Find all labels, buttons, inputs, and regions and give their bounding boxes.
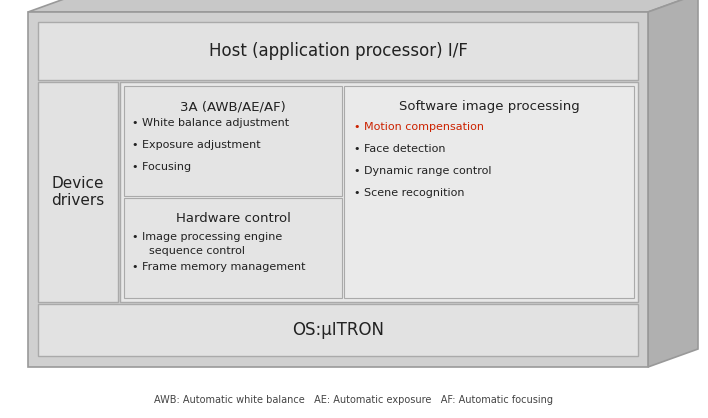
Text: AWB: Automatic white balance   AE: Automatic exposure   AF: Automatic focusing: AWB: Automatic white balance AE: Automat… bbox=[154, 395, 554, 405]
Bar bbox=[124, 86, 342, 196]
Text: Host (application processor) I/F: Host (application processor) I/F bbox=[209, 42, 467, 60]
Polygon shape bbox=[648, 0, 698, 367]
Text: sequence control: sequence control bbox=[142, 246, 245, 256]
Bar bbox=[124, 198, 342, 298]
Text: • Face detection: • Face detection bbox=[354, 144, 445, 154]
Text: OS:μITRON: OS:μITRON bbox=[292, 321, 384, 339]
Text: • Focusing: • Focusing bbox=[132, 162, 191, 172]
Polygon shape bbox=[28, 0, 698, 12]
Text: • Dynamic range control: • Dynamic range control bbox=[354, 166, 491, 176]
Text: Software image processing: Software image processing bbox=[399, 100, 579, 113]
Bar bbox=[28, 12, 648, 367]
Text: Device
drivers: Device drivers bbox=[52, 176, 105, 208]
Bar bbox=[38, 82, 118, 302]
Bar bbox=[38, 22, 638, 80]
Text: 3A (AWB/AE/AF): 3A (AWB/AE/AF) bbox=[180, 100, 286, 113]
Text: • Frame memory management: • Frame memory management bbox=[132, 262, 305, 272]
Bar bbox=[120, 82, 638, 302]
Text: Hardware control: Hardware control bbox=[176, 212, 290, 225]
Text: • White balance adjustment: • White balance adjustment bbox=[132, 118, 289, 128]
Text: • Image processing engine: • Image processing engine bbox=[132, 232, 282, 242]
Text: • Exposure adjustment: • Exposure adjustment bbox=[132, 140, 261, 150]
Bar bbox=[38, 304, 638, 356]
Text: • Motion compensation: • Motion compensation bbox=[354, 122, 484, 132]
Bar bbox=[344, 86, 634, 298]
Text: • Scene recognition: • Scene recognition bbox=[354, 188, 464, 198]
